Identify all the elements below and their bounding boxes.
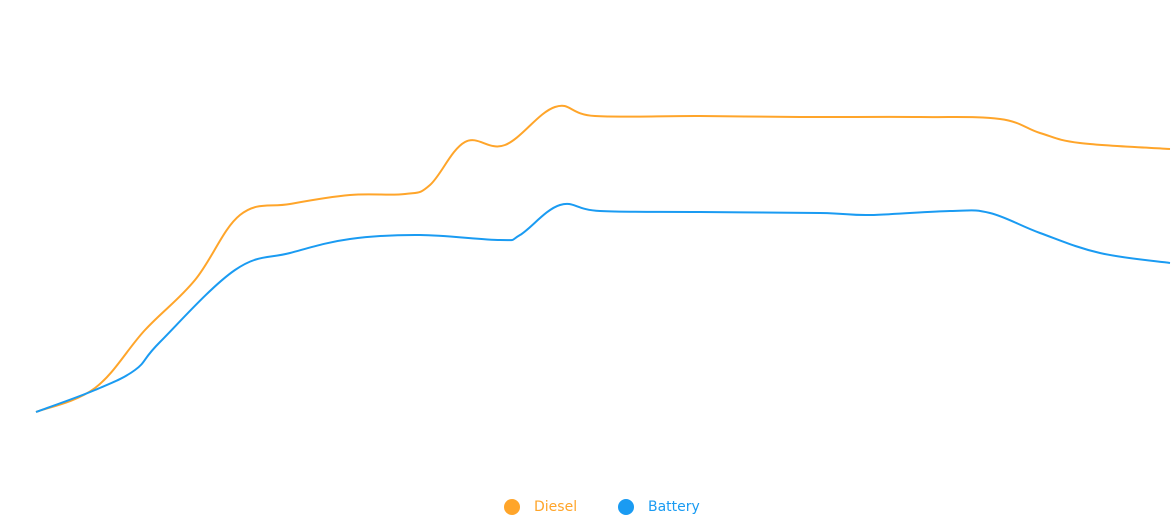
legend-label-battery: Battery bbox=[648, 499, 700, 515]
legend-item-diesel[interactable]: Diesel bbox=[504, 495, 577, 519]
diesel-dot-icon bbox=[504, 499, 520, 515]
diesel-line bbox=[35, 104, 1171, 413]
legend-item-battery[interactable]: Battery bbox=[618, 495, 700, 519]
battery-line bbox=[35, 202, 1171, 413]
chart-legend: Diesel Battery bbox=[0, 495, 1172, 519]
legend-label-diesel: Diesel bbox=[534, 499, 578, 515]
battery-dot-icon bbox=[618, 499, 634, 515]
line-chart bbox=[35, 104, 1171, 413]
